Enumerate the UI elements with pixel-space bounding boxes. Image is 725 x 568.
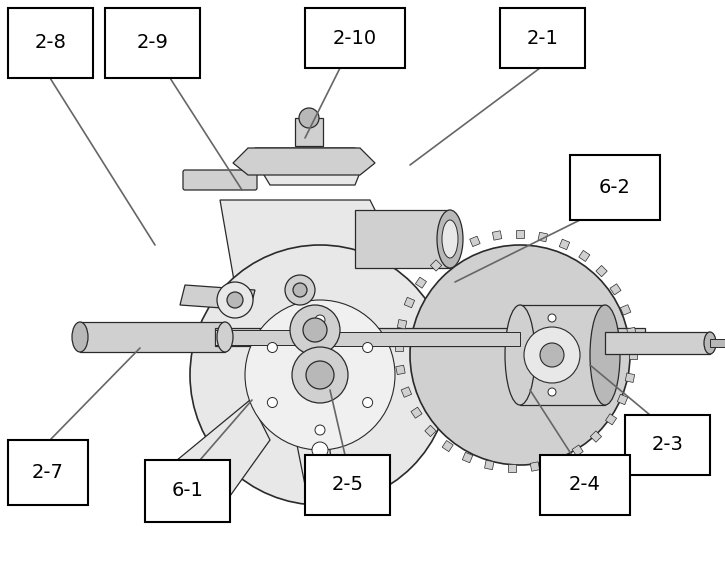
Circle shape xyxy=(548,388,556,396)
Circle shape xyxy=(306,361,334,389)
Ellipse shape xyxy=(442,220,458,258)
Circle shape xyxy=(299,108,319,128)
Bar xyxy=(305,8,405,68)
Bar xyxy=(516,230,524,238)
Bar xyxy=(215,330,320,345)
Circle shape xyxy=(292,347,348,403)
Circle shape xyxy=(315,425,325,435)
Circle shape xyxy=(410,245,630,465)
Text: 6-1: 6-1 xyxy=(172,482,204,500)
Circle shape xyxy=(540,343,564,367)
Circle shape xyxy=(268,343,278,353)
Bar xyxy=(415,277,426,288)
Circle shape xyxy=(290,305,340,355)
Circle shape xyxy=(227,292,243,308)
Circle shape xyxy=(268,398,278,407)
Text: 2-5: 2-5 xyxy=(331,475,363,495)
Ellipse shape xyxy=(72,322,88,352)
Bar xyxy=(617,394,628,404)
Text: 2-9: 2-9 xyxy=(136,34,168,52)
Bar xyxy=(8,440,88,505)
Bar xyxy=(540,455,630,515)
Text: 2-1: 2-1 xyxy=(526,28,558,48)
Bar xyxy=(625,415,710,475)
Text: 2-8: 2-8 xyxy=(35,34,67,52)
Bar xyxy=(579,250,590,261)
Circle shape xyxy=(190,245,450,505)
Bar xyxy=(520,305,605,405)
Bar xyxy=(401,387,412,397)
Bar xyxy=(320,332,520,346)
Bar xyxy=(397,320,407,329)
Ellipse shape xyxy=(704,332,716,354)
Bar xyxy=(508,464,516,472)
Bar xyxy=(470,236,480,247)
Bar xyxy=(484,460,494,470)
Text: 2-10: 2-10 xyxy=(333,28,377,48)
Circle shape xyxy=(362,398,373,407)
Bar xyxy=(621,304,631,315)
Bar xyxy=(355,210,450,268)
Bar xyxy=(627,327,637,337)
Bar xyxy=(305,455,390,515)
Bar xyxy=(559,239,570,250)
Circle shape xyxy=(312,442,328,458)
Bar xyxy=(530,462,539,471)
Circle shape xyxy=(285,275,315,305)
Bar xyxy=(145,460,230,522)
Polygon shape xyxy=(220,200,390,470)
FancyBboxPatch shape xyxy=(183,170,257,190)
Bar xyxy=(710,339,725,347)
Bar xyxy=(629,351,637,359)
Circle shape xyxy=(362,343,373,353)
Bar xyxy=(605,414,616,425)
Bar xyxy=(610,284,621,295)
Bar xyxy=(295,118,323,146)
Bar xyxy=(552,456,563,466)
Ellipse shape xyxy=(505,305,535,405)
Bar xyxy=(396,365,405,375)
Bar xyxy=(500,8,585,68)
Circle shape xyxy=(315,315,325,325)
Bar xyxy=(538,232,547,242)
Circle shape xyxy=(303,318,327,342)
Bar xyxy=(590,431,602,442)
Bar xyxy=(492,231,502,240)
Polygon shape xyxy=(295,430,335,510)
Polygon shape xyxy=(180,285,255,310)
Polygon shape xyxy=(165,400,270,510)
Polygon shape xyxy=(255,148,365,185)
Circle shape xyxy=(245,300,395,450)
Bar xyxy=(405,297,415,308)
Bar xyxy=(442,441,453,452)
Circle shape xyxy=(548,314,556,322)
Bar xyxy=(570,155,660,220)
Bar xyxy=(215,328,645,346)
Circle shape xyxy=(217,282,253,318)
Bar xyxy=(431,260,442,271)
Bar xyxy=(625,373,634,382)
Text: 2-3: 2-3 xyxy=(652,436,684,454)
Circle shape xyxy=(524,327,580,383)
Bar xyxy=(8,8,93,78)
Polygon shape xyxy=(233,148,375,175)
Bar xyxy=(425,425,436,437)
Text: 2-4: 2-4 xyxy=(569,475,601,495)
Bar xyxy=(463,452,473,463)
Bar xyxy=(605,332,710,354)
Bar xyxy=(395,343,403,351)
Bar xyxy=(80,322,225,352)
Bar xyxy=(596,265,608,277)
Ellipse shape xyxy=(590,305,620,405)
Bar xyxy=(105,8,200,78)
Bar xyxy=(572,445,583,456)
Text: 2-7: 2-7 xyxy=(32,463,64,482)
Text: 6-2: 6-2 xyxy=(599,178,631,197)
Bar xyxy=(449,246,460,257)
Bar xyxy=(411,407,422,418)
Ellipse shape xyxy=(437,210,463,268)
Ellipse shape xyxy=(217,322,233,352)
Circle shape xyxy=(293,283,307,297)
